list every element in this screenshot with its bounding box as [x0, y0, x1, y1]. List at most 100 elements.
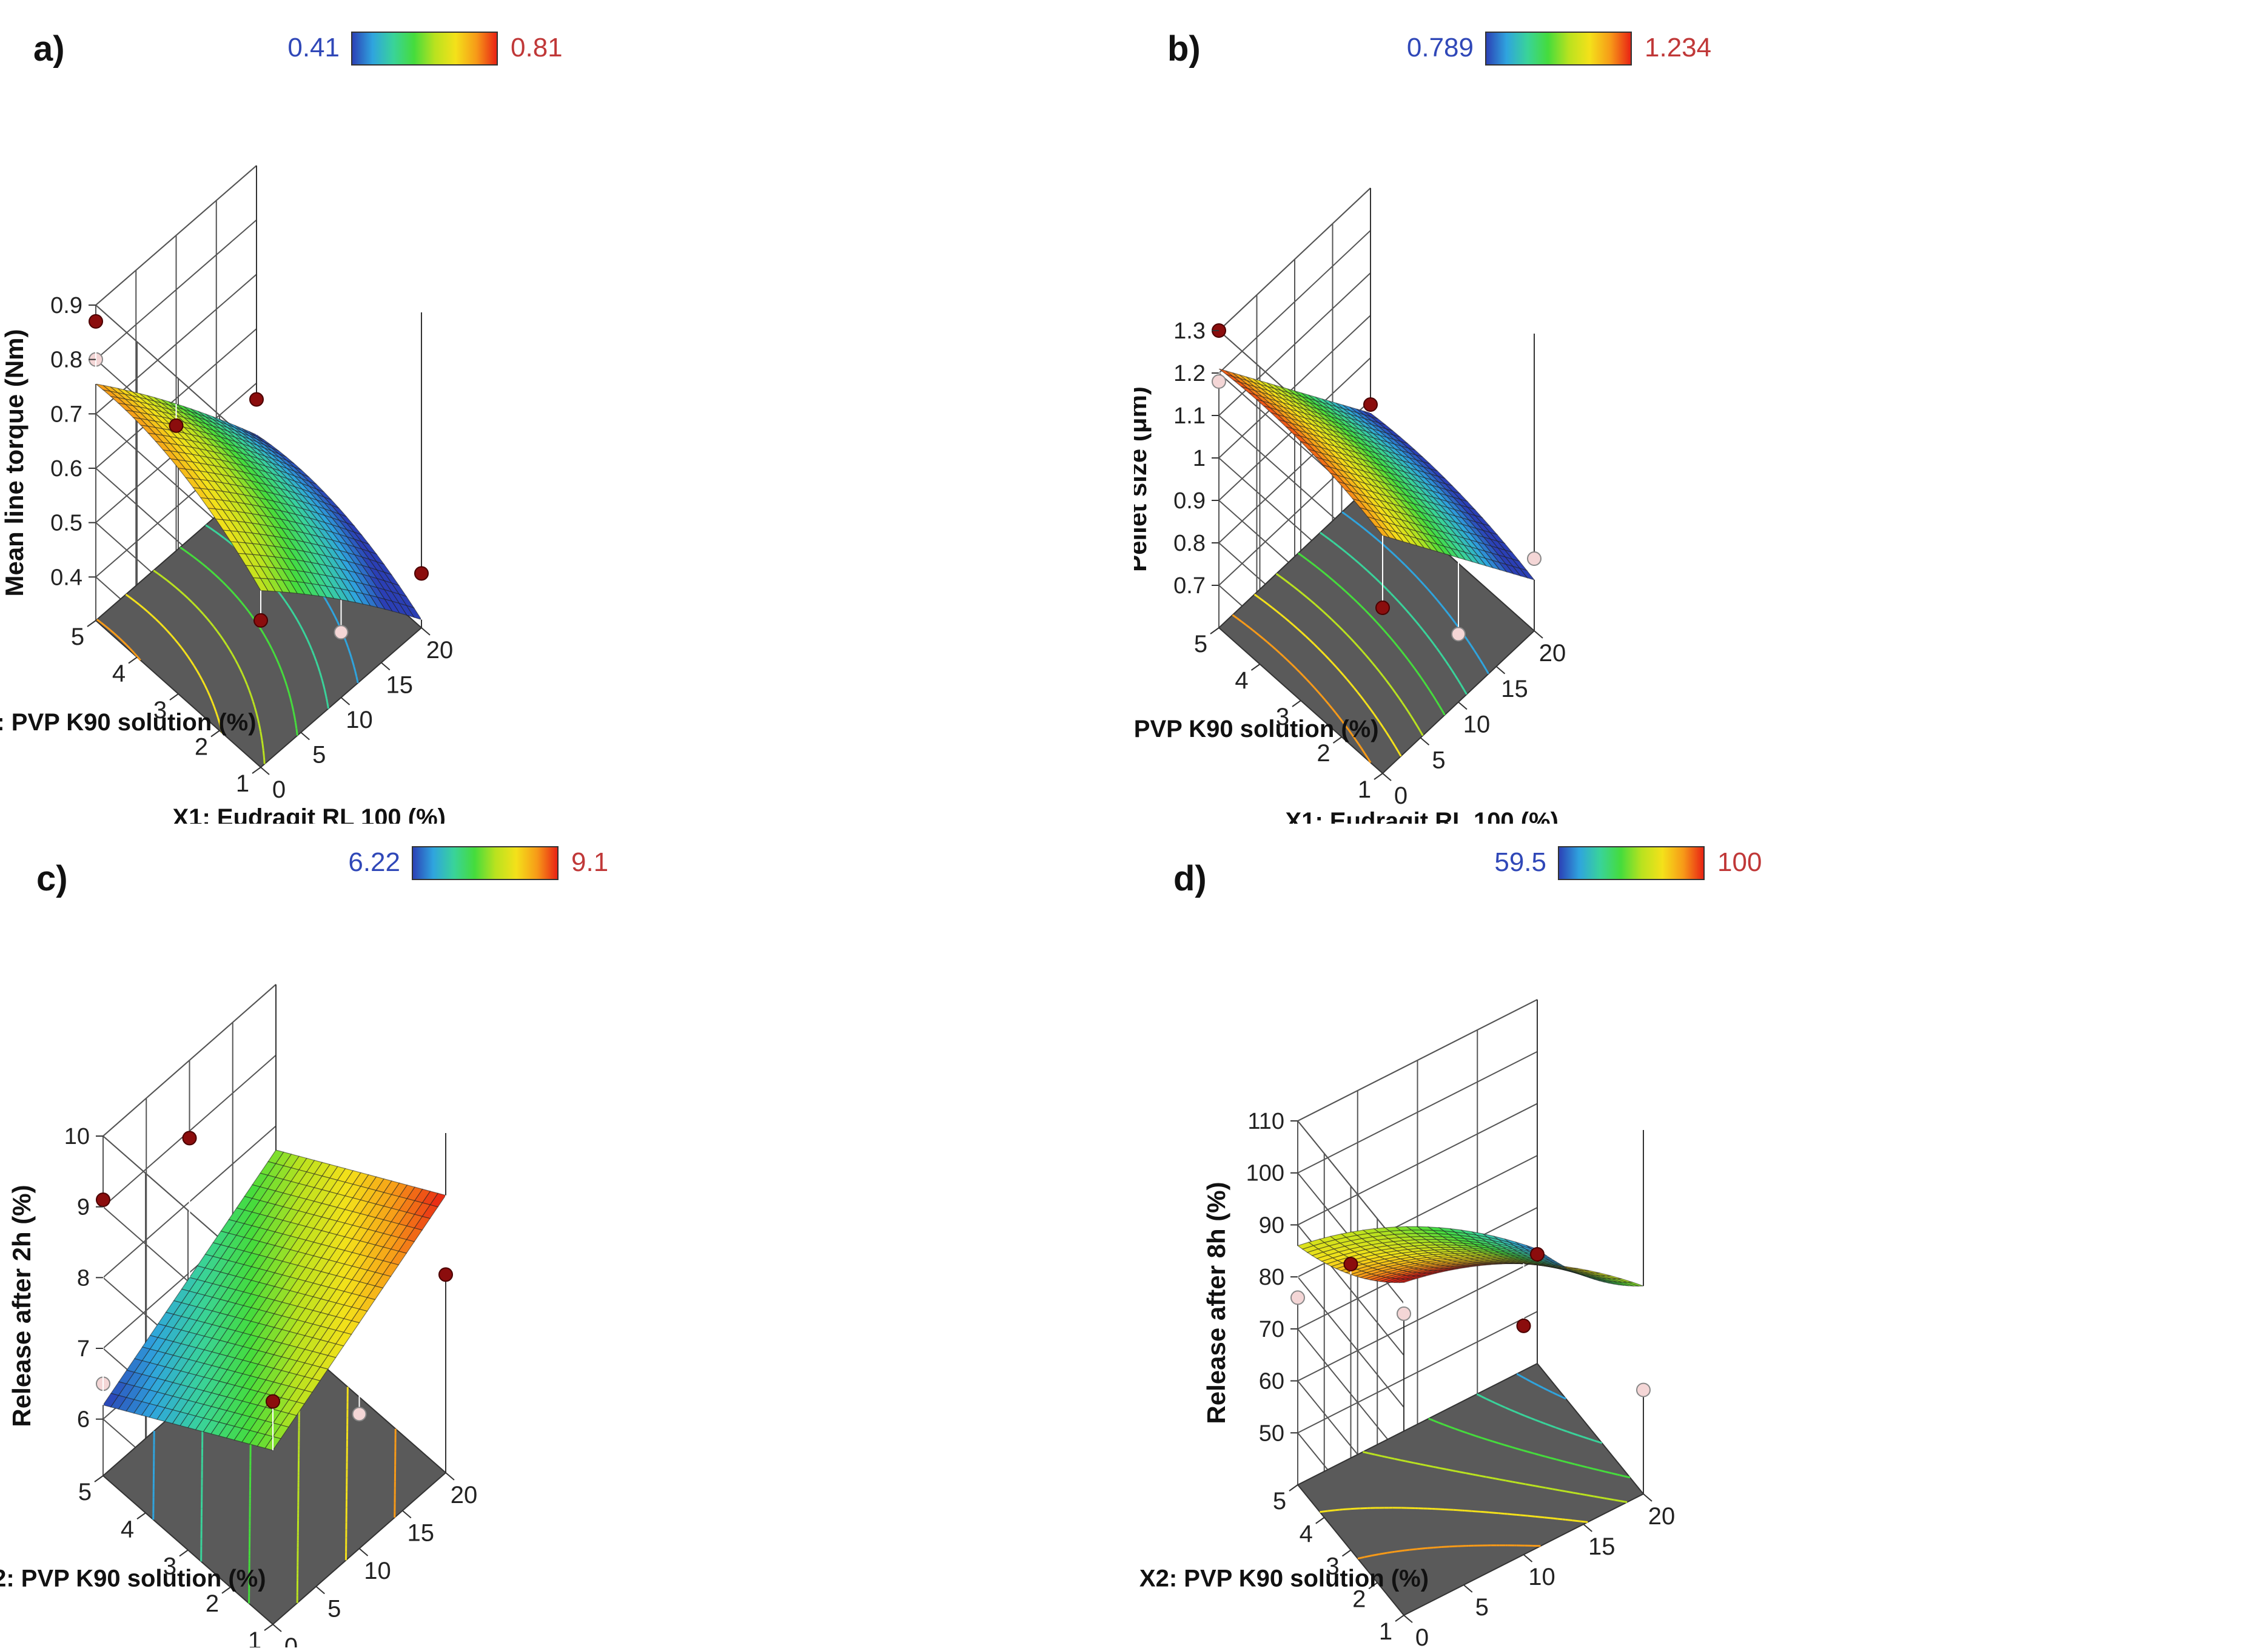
legend-max-label: 100 [1717, 847, 1762, 877]
x-tick-label: 15 [386, 672, 414, 699]
contour-line [113, 633, 119, 638]
contour-line [1289, 583, 1295, 588]
contour-line [1367, 531, 1372, 536]
contour-line [1404, 654, 1409, 661]
y-tick-label: 4 [1235, 667, 1248, 694]
y-tick [1292, 700, 1301, 707]
contour-line [179, 645, 183, 648]
design-point [1375, 600, 1390, 615]
contour-line [1386, 1551, 1392, 1554]
contour-line [1482, 664, 1487, 670]
contour-line [1464, 1431, 1468, 1434]
y-tick [1341, 1549, 1352, 1557]
contour-line [1341, 721, 1347, 727]
contour-line [1594, 1439, 1600, 1444]
x-axis-title: X1: Eudragit RL 100 (%) [173, 804, 446, 824]
legend-colorbar [1558, 846, 1705, 880]
contour-line [1412, 572, 1417, 577]
contour-line [1306, 559, 1312, 564]
contour-line [1407, 659, 1412, 665]
contour-line [1320, 1510, 1328, 1513]
contour-line [1423, 584, 1429, 590]
panel-label: d) [1173, 859, 1207, 898]
contour-line [1590, 1438, 1595, 1442]
contour-line [1309, 639, 1315, 645]
contour-line [1443, 1424, 1450, 1428]
contour-line [1388, 549, 1394, 555]
z-tick-label: 0.6 [50, 456, 82, 482]
surface-cell [1518, 568, 1535, 581]
contour-line [1313, 687, 1319, 693]
contour-line [1410, 716, 1415, 722]
y-tick-label: 3 [163, 1553, 176, 1580]
y-tick [210, 730, 220, 738]
contour-line [1405, 1460, 1408, 1463]
x-tick-label: 5 [327, 1596, 341, 1623]
contour-line [1532, 1452, 1535, 1455]
contour-line [196, 670, 201, 676]
contour-line [260, 732, 263, 738]
y-tick [179, 1549, 189, 1557]
contour-line [288, 693, 292, 699]
contour-line [1398, 697, 1403, 704]
contour-line [284, 680, 287, 685]
contour-line [1519, 1413, 1526, 1417]
x-tick [445, 1472, 455, 1481]
z-tick-label: 80 [1259, 1265, 1284, 1290]
contour-line [1395, 1458, 1401, 1461]
contour-line [1429, 690, 1434, 697]
design-point [1363, 397, 1378, 412]
contour-line [304, 634, 308, 640]
design-point [1397, 1306, 1411, 1321]
y-tick-label: 3 [1276, 704, 1289, 730]
contour-line [1354, 738, 1360, 745]
contour-line [1375, 667, 1380, 673]
contour-line [1359, 745, 1363, 749]
contour-line [275, 659, 280, 664]
contour-line [191, 601, 197, 607]
contour-line [1414, 668, 1419, 674]
contour-line [1335, 666, 1341, 672]
contour-line [1441, 605, 1446, 611]
legend-max-label: 9.1 [571, 847, 608, 877]
contour-line [1437, 600, 1443, 607]
contour-line [159, 622, 164, 628]
contour-line [1486, 1439, 1491, 1442]
contour-line [1545, 1455, 1551, 1459]
contour-line [1539, 1485, 1546, 1489]
contour-line [1430, 592, 1436, 598]
x-tick-label: 5 [1432, 747, 1445, 773]
contour-line [1372, 534, 1378, 540]
contour-line [1583, 1436, 1589, 1440]
y-axis-title: X2: PVP K90 solution (%) [0, 709, 257, 736]
contour-line [1432, 695, 1437, 701]
contour-line [1363, 700, 1367, 704]
contour-line [266, 638, 270, 645]
contour-line [324, 597, 328, 602]
z-tick-label: 1.2 [1173, 361, 1206, 386]
contour-line [1368, 658, 1374, 664]
contour-line [349, 653, 352, 658]
contour-line [253, 704, 256, 708]
contour-line [1241, 621, 1247, 626]
contour-line [1360, 696, 1365, 702]
contour-line [1266, 641, 1272, 647]
contour-line [1284, 617, 1290, 622]
contour-line [1350, 1507, 1360, 1510]
contour-line [1339, 670, 1344, 676]
contour-line [261, 740, 264, 744]
contour-line [1426, 634, 1431, 640]
color-legend: 59.5 100 [1494, 846, 1762, 880]
contour-line [193, 556, 199, 562]
design-point [89, 314, 103, 329]
contour-line [1383, 677, 1387, 681]
design-point [414, 566, 429, 581]
contour-line [1550, 1457, 1557, 1461]
contour-line [1343, 674, 1347, 680]
contour-line [1353, 687, 1358, 693]
contour-line [1342, 630, 1348, 636]
contour-line [1349, 594, 1354, 600]
contour-line [272, 650, 275, 654]
x-tick-label: 0 [284, 1633, 298, 1647]
x-tick-label: 5 [312, 742, 326, 769]
